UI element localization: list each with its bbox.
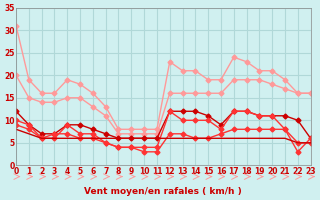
- X-axis label: Vent moyen/en rafales ( km/h ): Vent moyen/en rafales ( km/h ): [84, 187, 242, 196]
